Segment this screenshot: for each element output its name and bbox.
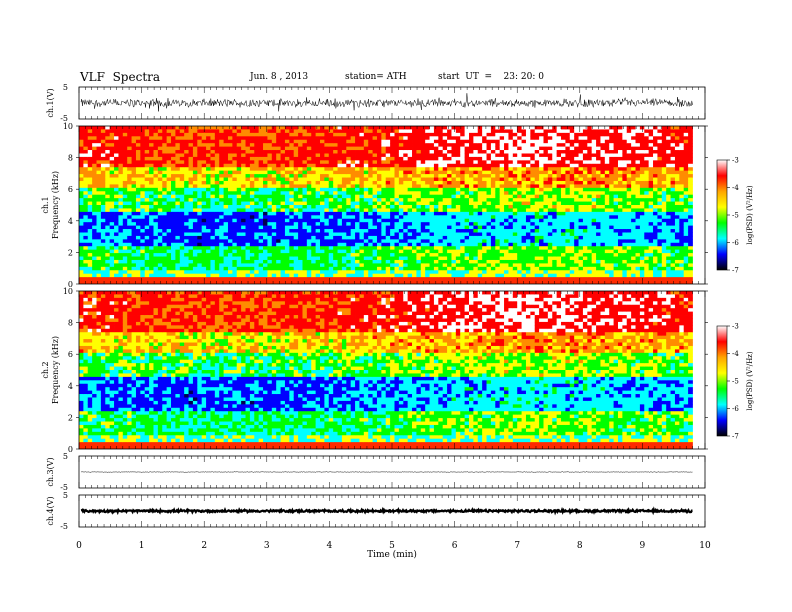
colorbar-ch2: -3 -4 -5 -6 -7 log(PSD) (V²/Hz) xyxy=(716,323,754,441)
time-tick-label: 8 xyxy=(577,541,583,551)
ch1-ytick-bottom: -5 xyxy=(60,114,68,123)
frequency-tick-label: 10 xyxy=(63,287,73,296)
frequency-tick-label: 0 xyxy=(68,280,73,289)
colorbar-tick-label: -4 xyxy=(732,184,739,192)
ch2-spectrogram-panel: 0 2 4 6 8 10 ch.2 Frequency (kHz) xyxy=(41,287,708,454)
ch2-spectrogram-image xyxy=(79,291,705,449)
ch1-frequency-ticks: 0 2 4 6 8 10 xyxy=(63,122,708,289)
colorbar-tick-label: -7 xyxy=(732,267,739,275)
colorbar-tick-label: -4 xyxy=(732,350,739,358)
ch4-voltage-label: ch.4(V) xyxy=(46,496,55,525)
ch2-frequency-axis-label: Frequency (kHz) xyxy=(51,336,60,404)
start-time-label: start UT = 23: 20: 0 xyxy=(438,72,544,82)
time-tick-label: 4 xyxy=(327,541,333,551)
ch1-spectrogram-image xyxy=(79,126,705,284)
frequency-tick-label: 10 xyxy=(63,122,73,131)
colorbar-tick-label: -3 xyxy=(732,323,739,331)
ch1-frequency-axis-label: Frequency (kHz) xyxy=(51,171,60,239)
plot-title: VLF Spectra xyxy=(80,70,161,84)
frequency-tick-label: 4 xyxy=(68,382,73,391)
colorbar-ch2-label: log(PSD) (V²/Hz) xyxy=(746,351,754,410)
ch1-trace-line xyxy=(80,93,693,112)
time-tick-label: 0 xyxy=(76,541,82,551)
station-label: station= ATH xyxy=(345,72,407,82)
time-axis-ticks xyxy=(78,87,706,527)
time-tick-label: 9 xyxy=(640,541,646,551)
colorbar-tick-label: -6 xyxy=(732,239,739,247)
ch1-waveform-panel: 5 -5 ch.1(V) xyxy=(46,83,706,123)
ch1-spectrogram-panel: 0 2 4 6 8 10 ch.1 Frequency (kHz) xyxy=(41,122,708,289)
time-tick-label: 7 xyxy=(514,541,520,551)
ch2-frequency-ticks: 0 2 4 6 8 10 xyxy=(63,287,708,454)
ch1-waveform-trace xyxy=(80,93,693,112)
time-tick-label: 3 xyxy=(264,541,270,551)
ch3-waveform-trace xyxy=(80,471,693,473)
frequency-tick-label: 4 xyxy=(68,217,73,226)
ch4-ytick-top: 5 xyxy=(63,491,68,500)
ch3-waveform-panel: 5 -5 ch.3(V) xyxy=(46,452,706,492)
frequency-tick-label: 6 xyxy=(68,185,73,194)
time-tick-label: 2 xyxy=(201,541,207,551)
time-axis-labels: 0 1 2 3 4 5 6 7 8 9 10 xyxy=(76,541,711,551)
ch3-voltage-label: ch.3(V) xyxy=(46,457,55,486)
frequency-tick-label: 6 xyxy=(68,350,73,359)
time-tick-label: 5 xyxy=(389,541,395,551)
ch4-ytick-bottom: -5 xyxy=(60,522,68,531)
ch1-spectrogram-channel-label: ch.1 xyxy=(41,196,50,213)
colorbar-tick-label: -3 xyxy=(732,157,739,165)
colorbar-ch1-label: log(PSD) (V²/Hz) xyxy=(746,185,754,244)
ch4-waveform-panel: 5 -5 ch.4(V) xyxy=(46,491,706,531)
ch1-ytick-top: 5 xyxy=(63,83,68,92)
frequency-tick-label: 2 xyxy=(68,248,73,257)
colorbar-ch1: -3 -4 -5 -6 -7 log(PSD) (V²/Hz) xyxy=(716,157,754,275)
ch4-trace-line xyxy=(80,506,693,516)
colorbar-tick-label: -6 xyxy=(732,405,739,413)
colorbar-tick-label: -5 xyxy=(732,378,739,386)
frequency-tick-label: 8 xyxy=(68,319,73,328)
ch4-waveform-trace xyxy=(80,506,693,516)
frequency-tick-label: 0 xyxy=(68,445,73,454)
colorbar-tick-label: -5 xyxy=(732,212,739,220)
colorbar-tick-label: -7 xyxy=(732,433,739,441)
time-axis-label: Time (min) xyxy=(367,549,417,560)
frequency-tick-label: 2 xyxy=(68,413,73,422)
time-tick-label: 10 xyxy=(699,541,711,551)
ch3-trace-line xyxy=(80,471,693,473)
ch1-voltage-label: ch.1(V) xyxy=(46,88,55,117)
time-tick-label: 6 xyxy=(452,541,458,551)
ch2-spectrogram-channel-label: ch.2 xyxy=(41,361,50,378)
date-label: Jun. 8 , 2013 xyxy=(250,72,309,82)
frequency-tick-label: 8 xyxy=(68,154,73,163)
ch3-ytick-top: 5 xyxy=(63,452,68,461)
time-tick-label: 1 xyxy=(139,541,145,551)
ch3-ytick-bottom: -5 xyxy=(60,483,68,492)
